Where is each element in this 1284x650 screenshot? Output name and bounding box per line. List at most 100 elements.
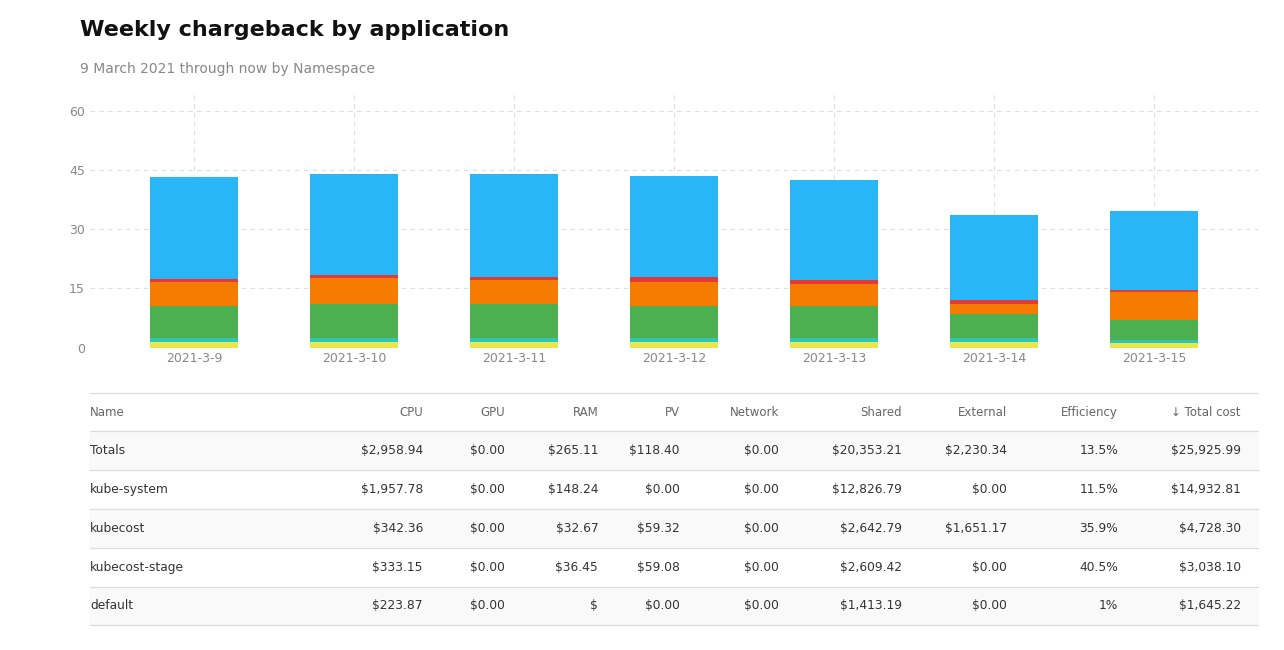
Bar bbox=[790, 285, 878, 306]
Text: $0.00: $0.00 bbox=[745, 599, 779, 612]
Bar bbox=[470, 342, 559, 348]
Bar bbox=[630, 283, 718, 306]
Text: $2,230.34: $2,230.34 bbox=[945, 445, 1007, 458]
Text: $: $ bbox=[591, 599, 598, 612]
Bar bbox=[950, 338, 1039, 342]
Bar bbox=[630, 342, 718, 348]
Text: $1,413.19: $1,413.19 bbox=[840, 599, 901, 612]
Text: $0.00: $0.00 bbox=[470, 599, 505, 612]
Text: $0.00: $0.00 bbox=[470, 561, 505, 574]
Bar bbox=[790, 342, 878, 348]
Bar bbox=[1111, 320, 1198, 340]
Bar bbox=[90, 586, 1258, 625]
Bar bbox=[150, 338, 238, 342]
Bar bbox=[1111, 291, 1198, 292]
Bar bbox=[1111, 211, 1198, 291]
Text: 13.5%: 13.5% bbox=[1080, 445, 1118, 458]
Text: Name: Name bbox=[90, 406, 125, 419]
Text: Totals: Totals bbox=[90, 445, 125, 458]
Text: $14,932.81: $14,932.81 bbox=[1171, 483, 1240, 496]
Text: $4,728.30: $4,728.30 bbox=[1179, 522, 1240, 535]
Text: $0.00: $0.00 bbox=[972, 483, 1007, 496]
Text: $223.87: $223.87 bbox=[372, 599, 422, 612]
Text: $59.32: $59.32 bbox=[637, 522, 681, 535]
Bar bbox=[790, 338, 878, 342]
Text: $0.00: $0.00 bbox=[972, 599, 1007, 612]
Text: $0.00: $0.00 bbox=[745, 522, 779, 535]
Bar bbox=[950, 304, 1039, 314]
Text: RAM: RAM bbox=[573, 406, 598, 419]
Text: $3,038.10: $3,038.10 bbox=[1179, 561, 1240, 574]
Text: $0.00: $0.00 bbox=[470, 445, 505, 458]
Bar bbox=[1111, 292, 1198, 320]
Text: $0.00: $0.00 bbox=[470, 483, 505, 496]
Text: $1,957.78: $1,957.78 bbox=[361, 483, 422, 496]
Bar bbox=[950, 314, 1039, 338]
Bar bbox=[309, 342, 398, 348]
Bar bbox=[1111, 340, 1198, 343]
Text: $59.08: $59.08 bbox=[637, 561, 681, 574]
Bar bbox=[470, 304, 559, 338]
Text: ↓ Total cost: ↓ Total cost bbox=[1171, 406, 1240, 419]
Text: Network: Network bbox=[729, 406, 779, 419]
Text: GPU: GPU bbox=[480, 406, 505, 419]
Text: $2,642.79: $2,642.79 bbox=[840, 522, 901, 535]
Bar bbox=[950, 215, 1039, 300]
Bar bbox=[150, 280, 238, 283]
Text: $1,651.17: $1,651.17 bbox=[945, 522, 1007, 535]
Text: $148.24: $148.24 bbox=[548, 483, 598, 496]
Bar bbox=[790, 306, 878, 338]
Bar bbox=[790, 280, 878, 285]
Text: $342.36: $342.36 bbox=[372, 522, 422, 535]
Text: External: External bbox=[958, 406, 1007, 419]
Text: $0.00: $0.00 bbox=[745, 445, 779, 458]
Bar bbox=[950, 342, 1039, 348]
Text: Weekly chargeback by application: Weekly chargeback by application bbox=[80, 20, 508, 40]
Text: $20,353.21: $20,353.21 bbox=[832, 445, 901, 458]
Text: $25,925.99: $25,925.99 bbox=[1171, 445, 1240, 458]
Text: $0.00: $0.00 bbox=[745, 561, 779, 574]
Bar bbox=[309, 274, 398, 278]
Text: default: default bbox=[90, 599, 134, 612]
Text: $0.00: $0.00 bbox=[470, 522, 505, 535]
Bar bbox=[630, 276, 718, 283]
Bar bbox=[309, 338, 398, 342]
Bar bbox=[309, 278, 398, 304]
Text: $0.00: $0.00 bbox=[745, 483, 779, 496]
Text: kubecost: kubecost bbox=[90, 522, 145, 535]
Bar bbox=[950, 300, 1039, 304]
Text: $36.45: $36.45 bbox=[556, 561, 598, 574]
Text: 40.5%: 40.5% bbox=[1080, 561, 1118, 574]
Text: Efficiency: Efficiency bbox=[1062, 406, 1118, 419]
Text: Shared: Shared bbox=[860, 406, 901, 419]
Text: 1%: 1% bbox=[1099, 599, 1118, 612]
Bar bbox=[90, 432, 1258, 470]
Bar bbox=[309, 174, 398, 274]
Text: $0.00: $0.00 bbox=[645, 483, 681, 496]
Text: $118.40: $118.40 bbox=[629, 445, 681, 458]
Text: $265.11: $265.11 bbox=[548, 445, 598, 458]
Bar bbox=[470, 280, 559, 304]
Text: $32.67: $32.67 bbox=[556, 522, 598, 535]
Bar bbox=[470, 338, 559, 342]
Text: CPU: CPU bbox=[399, 406, 422, 419]
Bar bbox=[790, 180, 878, 280]
Bar bbox=[630, 176, 718, 276]
Text: $333.15: $333.15 bbox=[372, 561, 422, 574]
Bar bbox=[470, 276, 559, 280]
Text: 11.5%: 11.5% bbox=[1080, 483, 1118, 496]
Bar bbox=[90, 470, 1258, 509]
Bar bbox=[1111, 343, 1198, 348]
Text: PV: PV bbox=[665, 406, 681, 419]
Bar bbox=[150, 283, 238, 306]
Bar bbox=[150, 306, 238, 338]
Bar bbox=[630, 338, 718, 342]
Text: $2,609.42: $2,609.42 bbox=[840, 561, 901, 574]
Text: kubecost-stage: kubecost-stage bbox=[90, 561, 184, 574]
Bar bbox=[90, 548, 1258, 586]
Text: 9 March 2021 through now by Namespace: 9 March 2021 through now by Namespace bbox=[80, 62, 375, 76]
Text: $0.00: $0.00 bbox=[972, 561, 1007, 574]
Bar bbox=[150, 342, 238, 348]
Text: $0.00: $0.00 bbox=[645, 599, 681, 612]
Text: $2,958.94: $2,958.94 bbox=[361, 445, 422, 458]
